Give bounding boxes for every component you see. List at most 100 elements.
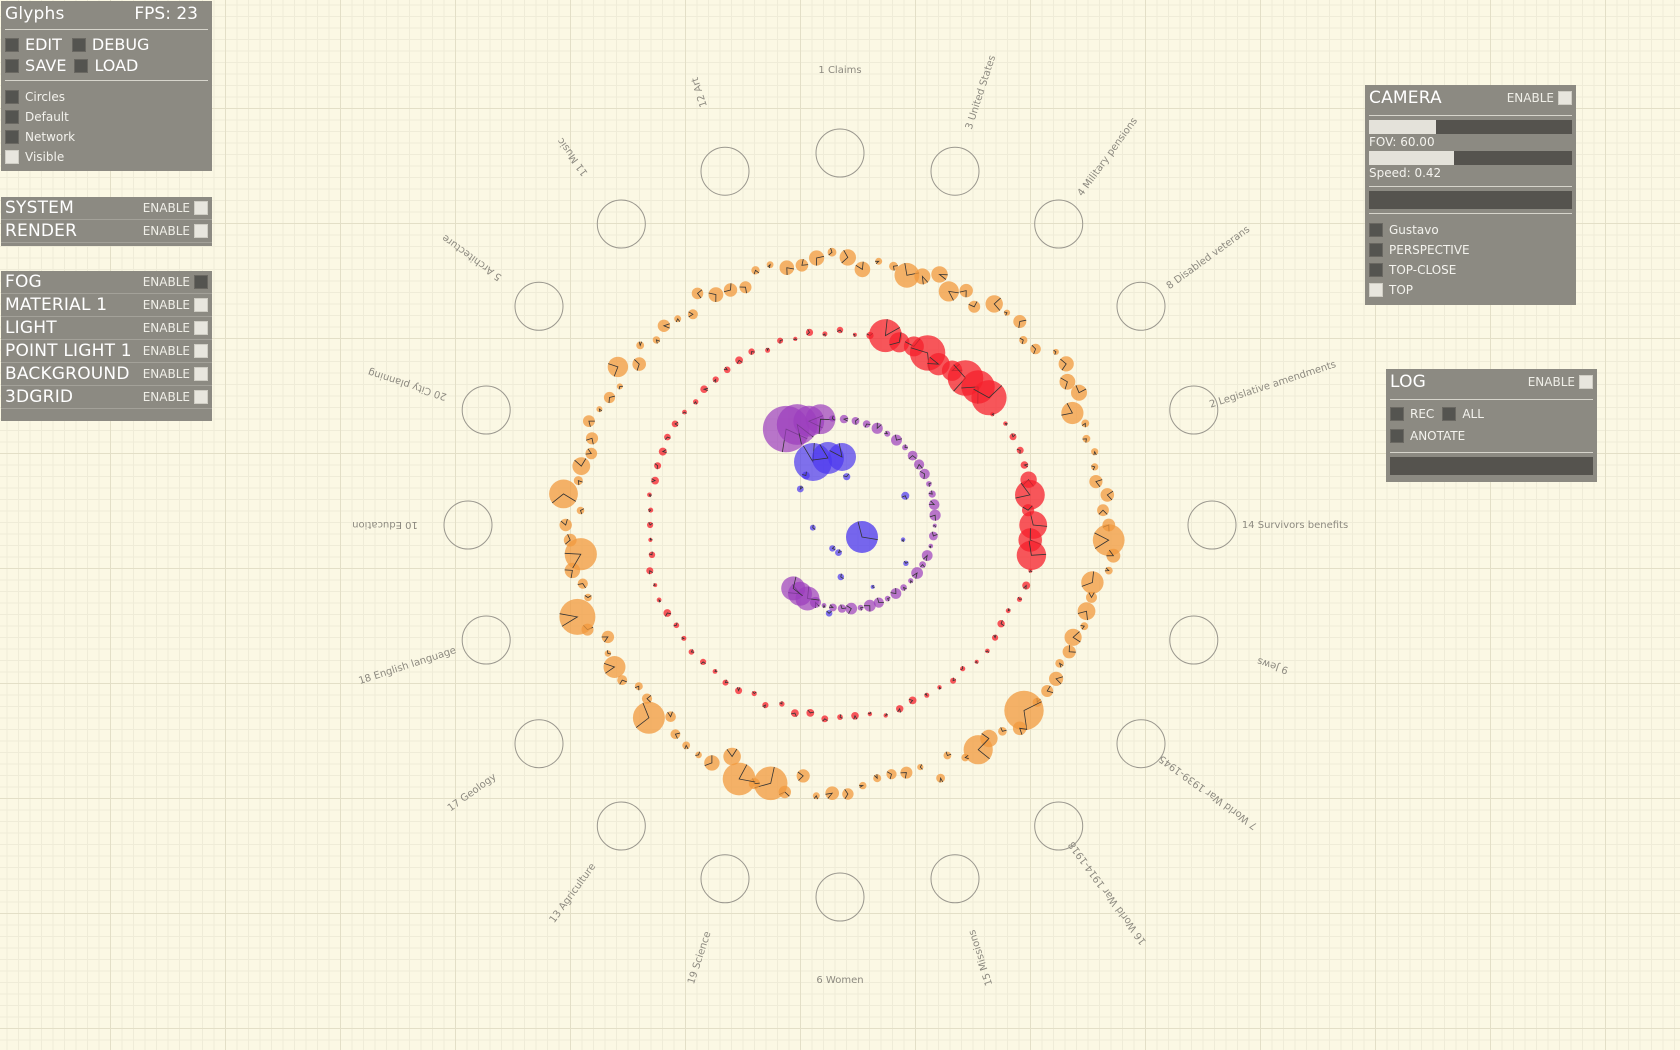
rec-checkbox[interactable]: [1390, 407, 1404, 421]
section-background[interactable]: BACKGROUND ENABLE: [1, 363, 212, 386]
glyph[interactable]: [929, 509, 941, 521]
glyph[interactable]: [851, 417, 860, 425]
section-enable-toggle[interactable]: [194, 367, 208, 381]
glyph[interactable]: [1097, 504, 1109, 517]
glyph[interactable]: [875, 257, 883, 265]
camera-enable-toggle[interactable]: [1558, 91, 1572, 105]
category-node[interactable]: [700, 854, 750, 904]
glyph[interactable]: [805, 328, 814, 336]
section-label[interactable]: 3DGRID: [5, 387, 74, 407]
edit-label[interactable]: EDIT: [25, 35, 62, 54]
glyph[interactable]: [852, 332, 857, 337]
glyph[interactable]: [914, 268, 931, 285]
glyph[interactable]: [654, 462, 662, 470]
glyph[interactable]: [1016, 596, 1023, 602]
glyph[interactable]: [604, 650, 612, 657]
glyph[interactable]: [822, 331, 828, 337]
glyph[interactable]: [632, 701, 665, 734]
camera-option[interactable]: TOP-CLOSE: [1369, 260, 1572, 280]
section-light[interactable]: LIGHT ENABLE: [1, 317, 212, 340]
glyph[interactable]: [1022, 581, 1031, 590]
section-label[interactable]: BACKGROUND: [5, 364, 130, 384]
glyph[interactable]: [693, 399, 699, 405]
glyph[interactable]: [647, 492, 652, 498]
edit-checkbox[interactable]: [5, 37, 19, 52]
glyph[interactable]: [796, 769, 810, 783]
glyph[interactable]: [791, 709, 799, 717]
glyphs-option-label[interactable]: Visible: [25, 150, 65, 164]
glyph[interactable]: [845, 602, 858, 615]
glyph[interactable]: [911, 567, 923, 579]
fov-slider[interactable]: [1369, 120, 1572, 134]
glyph[interactable]: [1013, 315, 1027, 328]
glyph[interactable]: [828, 603, 837, 612]
log-enable-toggle[interactable]: [1579, 375, 1593, 389]
glyph[interactable]: [937, 685, 942, 690]
glyph[interactable]: [632, 357, 646, 371]
category-node[interactable]: [443, 500, 493, 550]
glyph[interactable]: [846, 521, 878, 553]
glyph[interactable]: [651, 476, 659, 485]
glyph[interactable]: [585, 432, 599, 445]
glyph[interactable]: [1030, 343, 1041, 355]
section-material-1[interactable]: MATERIAL 1 ENABLE: [1, 294, 212, 317]
glyph[interactable]: [584, 593, 592, 602]
glyph[interactable]: [796, 485, 804, 493]
glyph[interactable]: [549, 479, 578, 509]
glyph[interactable]: [851, 712, 859, 720]
section-label[interactable]: LIGHT: [5, 318, 57, 338]
camera-input-field[interactable]: [1369, 191, 1572, 209]
glyph[interactable]: [998, 727, 1007, 736]
camera-option[interactable]: TOP: [1369, 280, 1572, 300]
category-node[interactable]: [700, 146, 750, 196]
glyph[interactable]: [762, 702, 769, 709]
section-enable-toggle[interactable]: [194, 201, 208, 215]
glyph[interactable]: [1092, 524, 1125, 556]
glyph[interactable]: [648, 537, 653, 543]
glyph[interactable]: [842, 788, 854, 800]
glyph[interactable]: [924, 692, 930, 698]
camera-option-label[interactable]: TOP-CLOSE: [1389, 263, 1457, 277]
glyph[interactable]: [825, 610, 833, 617]
glyph[interactable]: [919, 468, 930, 480]
glyphs-option[interactable]: Visible: [5, 147, 208, 167]
section-label[interactable]: MATERIAL 1: [5, 295, 108, 315]
glyph[interactable]: [836, 326, 844, 334]
glyph[interactable]: [779, 260, 795, 276]
glyph[interactable]: [837, 604, 847, 613]
glyph[interactable]: [843, 473, 851, 481]
glyph[interactable]: [1081, 571, 1104, 594]
glyph[interactable]: [1049, 671, 1064, 686]
glyph[interactable]: [961, 753, 969, 762]
glyph[interactable]: [1012, 721, 1027, 736]
glyph[interactable]: [829, 415, 836, 422]
glyph[interactable]: [1089, 475, 1103, 489]
glyph[interactable]: [607, 356, 629, 378]
glyph[interactable]: [812, 792, 820, 800]
glyph[interactable]: [670, 729, 681, 740]
category-node[interactable]: [1169, 385, 1219, 435]
glyph[interactable]: [564, 538, 597, 571]
glyph[interactable]: [938, 281, 959, 302]
glyph[interactable]: [883, 713, 888, 718]
glyph[interactable]: [781, 576, 806, 601]
glyph[interactable]: [1041, 685, 1054, 697]
section-fog[interactable]: FOG ENABLE: [1, 271, 212, 294]
glyph[interactable]: [809, 524, 816, 531]
glyph[interactable]: [871, 422, 883, 434]
glyphs-option-checkbox[interactable]: [5, 130, 19, 144]
glyph[interactable]: [889, 261, 898, 271]
section-enable-toggle[interactable]: [194, 224, 208, 238]
glyph[interactable]: [585, 447, 598, 460]
glyph[interactable]: [616, 383, 623, 390]
section-system[interactable]: SYSTEM ENABLE: [1, 197, 212, 220]
glyph[interactable]: [903, 560, 909, 566]
glyph[interactable]: [873, 774, 882, 783]
glyph[interactable]: [1052, 348, 1059, 355]
category-node[interactable]: [461, 385, 511, 435]
all-label[interactable]: ALL: [1462, 407, 1484, 421]
category-node[interactable]: [1116, 719, 1166, 769]
glyph[interactable]: [854, 261, 871, 278]
speed-slider[interactable]: [1369, 151, 1572, 165]
section-enable-toggle[interactable]: [194, 321, 208, 335]
